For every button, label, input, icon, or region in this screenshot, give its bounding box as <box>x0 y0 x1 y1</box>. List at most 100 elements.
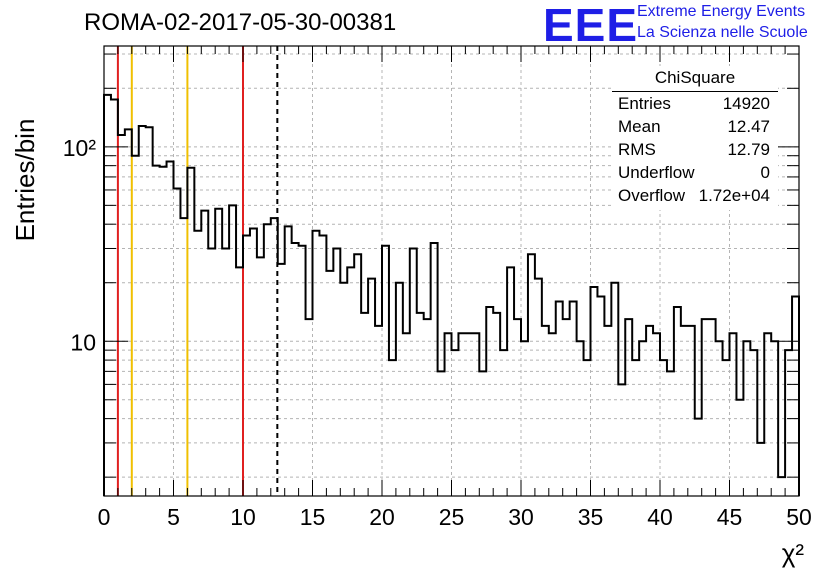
histogram-bin <box>465 333 472 496</box>
histogram-bin <box>604 326 611 496</box>
histogram-bin <box>723 360 730 496</box>
histogram-bin <box>625 319 632 496</box>
stats-row-mean: Mean 12.47 <box>618 117 770 140</box>
histogram-bin <box>208 248 215 496</box>
y-tick-label: 10 <box>70 329 96 355</box>
stats-key: Entries <box>618 94 671 113</box>
histogram-series <box>103 93 800 496</box>
x-tick-label: 0 <box>98 504 111 530</box>
logo-text-line2: La Scienza nelle Scuole <box>637 24 808 41</box>
histogram-bin <box>278 264 285 496</box>
x-tick-label: 40 <box>647 504 673 530</box>
histogram-bin <box>313 231 320 496</box>
histogram-bin <box>709 319 716 496</box>
histogram-bin <box>180 218 187 496</box>
stats-title: ChiSquare <box>654 68 736 87</box>
chart-title: ROMA-02-2017-05-30-00381 <box>84 9 397 36</box>
histogram-bin <box>167 162 174 496</box>
histogram-bin <box>514 319 521 496</box>
histogram-bin <box>486 307 493 496</box>
histogram-bin <box>500 350 507 496</box>
histogram-bin <box>417 313 424 496</box>
x-tick-label: 25 <box>439 504 465 530</box>
x-axis-label: χ² <box>782 538 805 568</box>
histogram-bin <box>368 279 375 496</box>
histogram-bin <box>556 302 563 496</box>
histogram-bin <box>347 267 354 496</box>
histogram-bin <box>646 326 653 496</box>
histogram-bin <box>111 100 118 496</box>
histogram-bin <box>257 257 264 496</box>
stats-key: Underflow <box>618 163 695 182</box>
stats-row-rms: RMS 12.79 <box>618 140 770 163</box>
histogram-bin <box>750 350 757 496</box>
histogram-bin <box>396 283 403 496</box>
histogram-bin <box>570 302 577 496</box>
histogram-bin <box>215 209 222 496</box>
histogram-bin <box>354 254 361 496</box>
histogram-bin <box>424 319 431 496</box>
histogram-bin <box>702 319 709 496</box>
logo-text-line1: Extreme Energy Events <box>637 3 806 20</box>
histogram-bin <box>764 333 771 496</box>
x-tick-label: 15 <box>300 504 326 530</box>
stats-value: 0 <box>760 163 770 182</box>
histogram-bin <box>389 360 396 496</box>
reference-lines <box>116 46 279 496</box>
histogram-bin <box>785 350 792 496</box>
histogram-bin <box>146 127 153 496</box>
histogram-bin <box>132 156 139 496</box>
histogram-bin <box>584 360 591 496</box>
x-tick-labels: 0 5 10 15 20 25 30 35 40 45 50 <box>98 504 812 530</box>
x-tick-label: 45 <box>717 504 743 530</box>
grid-lines <box>104 46 799 496</box>
histogram-bin <box>326 271 333 496</box>
histogram-outline <box>103 93 800 496</box>
histogram-bin <box>591 287 598 496</box>
histogram-bin <box>201 211 208 496</box>
x-tick-label: 20 <box>369 504 395 530</box>
histogram-bin <box>403 333 410 496</box>
histogram-bin <box>507 267 514 496</box>
histogram-bin <box>333 248 340 496</box>
histogram-bin <box>611 283 618 496</box>
x-tick-label: 5 <box>167 504 180 530</box>
histogram-bin <box>674 307 681 496</box>
stats-box: ChiSquare Entries 14920 Mean 12.47 RMS 1… <box>612 66 778 210</box>
histogram-bin <box>299 246 306 496</box>
histogram-bin <box>778 477 785 496</box>
histogram-bin <box>431 243 438 496</box>
y-tick-labels: 10 10² <box>63 135 97 355</box>
x-tick-label: 10 <box>230 504 256 530</box>
histogram-bin <box>292 243 299 496</box>
histogram-bin <box>757 443 764 496</box>
histogram-bin <box>528 254 535 496</box>
histogram-bin <box>730 333 737 496</box>
histogram-bin <box>243 235 250 496</box>
histogram-bin <box>792 296 799 496</box>
stats-value: 12.79 <box>727 140 770 159</box>
x-tick-label: 50 <box>786 504 812 530</box>
histogram-bin <box>118 135 125 496</box>
stats-key: Mean <box>618 117 661 136</box>
histogram-bin <box>458 333 465 496</box>
histogram-bin <box>340 283 347 496</box>
histogram-bin <box>452 350 459 496</box>
histogram-bin <box>139 126 146 496</box>
stats-divider <box>612 91 778 92</box>
histogram-bin <box>695 419 702 496</box>
histogram-bin <box>542 326 549 496</box>
histogram-bin <box>653 333 660 496</box>
histogram-bin <box>563 319 570 496</box>
stats-row-overflow: Overflow 1.72e+04 <box>618 186 770 209</box>
stats-key: RMS <box>618 140 656 159</box>
histogram-bin <box>104 95 111 496</box>
histogram-bin <box>535 279 542 496</box>
histogram-bin <box>382 246 389 496</box>
eee-logo: EEE <box>543 0 639 51</box>
histogram-bin <box>597 296 604 496</box>
stats-value: 14920 <box>722 94 770 113</box>
histogram-bin <box>319 235 326 496</box>
stats-key: Overflow <box>618 186 686 205</box>
